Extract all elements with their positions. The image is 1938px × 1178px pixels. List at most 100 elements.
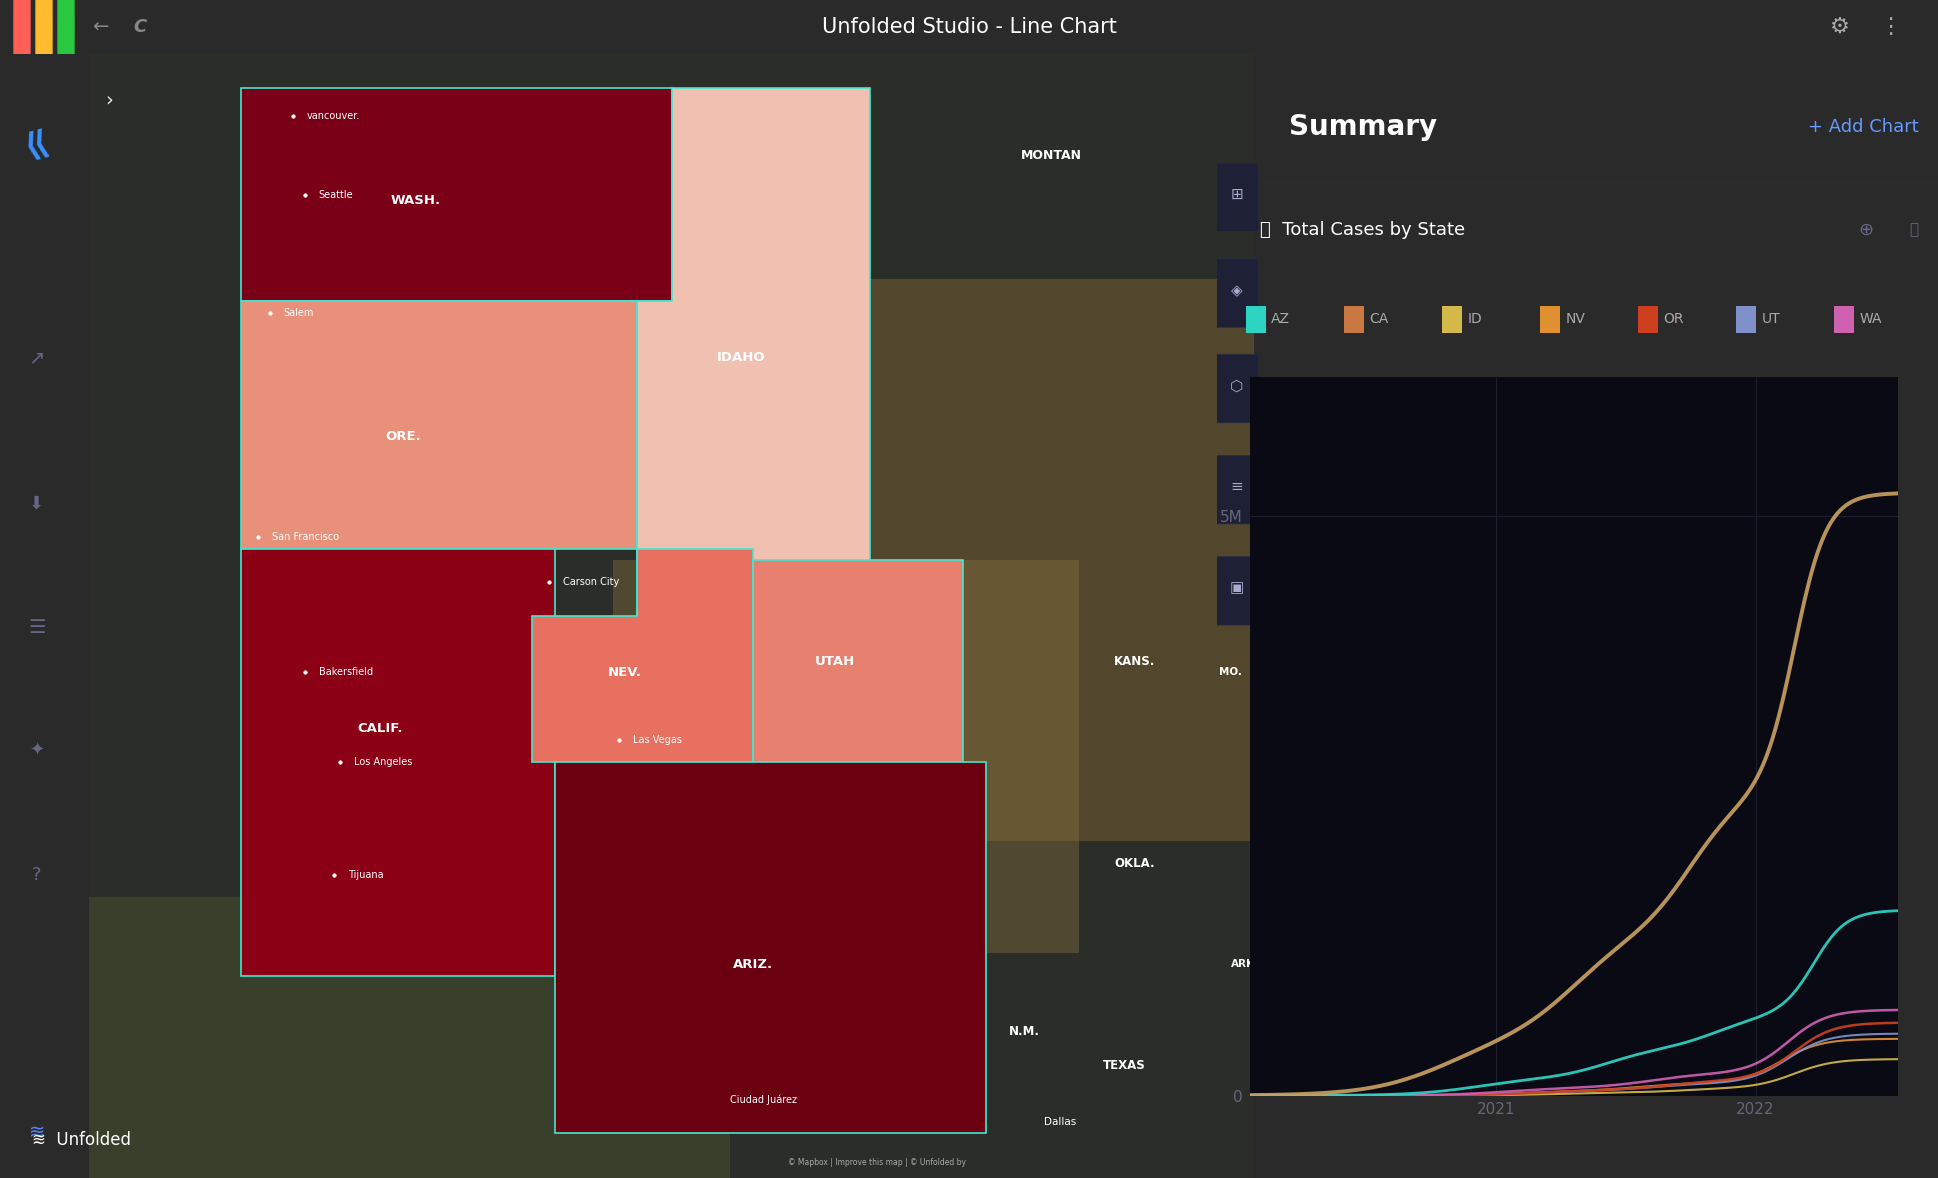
Bar xyxy=(89,223,1254,279)
Text: Summary: Summary xyxy=(1289,113,1438,141)
FancyBboxPatch shape xyxy=(1638,306,1659,333)
Text: TEXAS: TEXAS xyxy=(1103,1059,1145,1072)
Text: ≋  Unfolded: ≋ Unfolded xyxy=(33,1131,132,1149)
Text: UT: UT xyxy=(1762,312,1779,326)
Text: KANS.: KANS. xyxy=(1114,655,1155,668)
Text: + Add Chart: + Add Chart xyxy=(1808,118,1919,137)
FancyBboxPatch shape xyxy=(1215,259,1260,327)
Text: Carson City: Carson City xyxy=(564,577,620,588)
Bar xyxy=(731,279,1254,841)
Text: Salem: Salem xyxy=(283,307,314,318)
Text: ≋: ≋ xyxy=(29,1124,45,1143)
Text: ⊕: ⊕ xyxy=(1859,220,1874,238)
Bar xyxy=(89,166,1254,223)
FancyBboxPatch shape xyxy=(1442,306,1461,333)
Text: ⬇: ⬇ xyxy=(29,495,45,512)
FancyBboxPatch shape xyxy=(1541,306,1560,333)
Text: ?: ? xyxy=(33,866,41,884)
Bar xyxy=(89,953,1254,1010)
Polygon shape xyxy=(754,560,963,762)
Text: ⊞: ⊞ xyxy=(1231,187,1244,203)
Text: OKLA.: OKLA. xyxy=(1114,856,1155,869)
Text: MO.: MO. xyxy=(1219,667,1242,677)
Bar xyxy=(89,785,1254,841)
Text: Unfolded Studio - Line Chart: Unfolded Studio - Line Chart xyxy=(822,18,1116,37)
Polygon shape xyxy=(531,549,754,762)
Text: Dallas: Dallas xyxy=(1045,1117,1076,1127)
Text: MONTAN: MONTAN xyxy=(1021,148,1081,161)
Text: ›: › xyxy=(105,90,112,110)
Text: Ciudad Juárez: Ciudad Juárez xyxy=(731,1094,797,1105)
Text: ▣: ▣ xyxy=(1231,581,1244,596)
Text: ≡: ≡ xyxy=(1231,479,1244,495)
Text: ⋮: ⋮ xyxy=(1878,18,1901,37)
Text: OR: OR xyxy=(1663,312,1684,326)
Bar xyxy=(89,1010,1254,1066)
Bar xyxy=(89,1121,1254,1178)
Text: IDAHO: IDAHO xyxy=(717,351,766,364)
Circle shape xyxy=(14,0,29,461)
Text: Los Angeles: Los Angeles xyxy=(353,757,413,767)
Bar xyxy=(89,673,1254,728)
Text: NEV.: NEV. xyxy=(609,666,641,679)
Bar xyxy=(89,111,1254,166)
Text: N.M.: N.M. xyxy=(1010,1025,1041,1038)
Bar xyxy=(612,560,1079,953)
Text: ID: ID xyxy=(1467,312,1483,326)
FancyBboxPatch shape xyxy=(1215,556,1260,626)
Bar xyxy=(89,616,1254,673)
Bar xyxy=(89,336,1254,391)
Circle shape xyxy=(37,0,52,461)
Text: Las Vegas: Las Vegas xyxy=(634,735,682,744)
FancyBboxPatch shape xyxy=(1215,164,1260,232)
Polygon shape xyxy=(240,549,554,975)
Bar xyxy=(89,391,1254,448)
Bar xyxy=(89,560,1254,616)
Circle shape xyxy=(58,0,74,461)
Text: San Francisco: San Francisco xyxy=(271,532,339,542)
Bar xyxy=(89,898,1254,953)
Text: ◈: ◈ xyxy=(1231,283,1242,298)
FancyBboxPatch shape xyxy=(1736,306,1756,333)
Text: vancouver.: vancouver. xyxy=(306,111,360,121)
Text: WA: WA xyxy=(1859,312,1882,326)
Polygon shape xyxy=(636,88,870,616)
Text: CA: CA xyxy=(1368,312,1388,326)
Bar xyxy=(89,898,731,1178)
Text: ⚙: ⚙ xyxy=(1829,18,1851,37)
Text: ARIZ.: ARIZ. xyxy=(733,958,773,971)
Text: NV: NV xyxy=(1566,312,1585,326)
Text: Bakersfield: Bakersfield xyxy=(318,667,372,677)
Text: ←: ← xyxy=(91,18,109,37)
Bar xyxy=(89,504,1254,560)
Bar xyxy=(89,279,1254,336)
Text: Tijuana: Tijuana xyxy=(347,869,384,880)
Bar xyxy=(89,54,1254,111)
FancyBboxPatch shape xyxy=(1833,306,1855,333)
Text: ⬡: ⬡ xyxy=(1231,378,1244,393)
FancyBboxPatch shape xyxy=(1343,306,1364,333)
FancyBboxPatch shape xyxy=(1215,456,1260,524)
Text: ORE.: ORE. xyxy=(386,430,421,443)
Text: 🗑: 🗑 xyxy=(1909,221,1919,237)
Text: ☰: ☰ xyxy=(27,617,47,637)
Text: ⟪: ⟪ xyxy=(21,125,52,163)
Text: © Mapbox | Improve this map | © Unfolded by: © Mapbox | Improve this map | © Unfolded… xyxy=(789,1158,965,1166)
Bar xyxy=(89,841,1254,898)
Text: ✦: ✦ xyxy=(29,742,45,760)
Bar xyxy=(89,728,1254,785)
Text: Seattle: Seattle xyxy=(318,190,353,199)
Bar xyxy=(89,1066,1254,1121)
FancyBboxPatch shape xyxy=(1215,355,1260,423)
Text: AZ: AZ xyxy=(1271,312,1291,326)
Text: 〰  Total Cases by State: 〰 Total Cases by State xyxy=(1260,220,1465,238)
Text: CALIF.: CALIF. xyxy=(359,722,403,735)
Polygon shape xyxy=(240,88,671,302)
Text: WASH.: WASH. xyxy=(390,194,440,207)
Polygon shape xyxy=(240,302,636,549)
Text: ARK.: ARK. xyxy=(1231,959,1258,969)
Text: UTAH: UTAH xyxy=(814,655,855,668)
FancyBboxPatch shape xyxy=(1246,306,1266,333)
Polygon shape xyxy=(554,762,986,1133)
Text: ↗: ↗ xyxy=(29,349,45,368)
